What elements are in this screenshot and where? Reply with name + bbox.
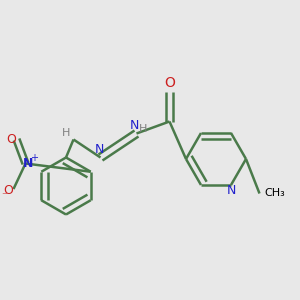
Text: N: N [227, 184, 237, 197]
Text: O: O [3, 184, 13, 197]
Text: N: N [129, 119, 139, 132]
Text: O: O [6, 133, 16, 146]
Text: H: H [139, 124, 147, 134]
Text: ⁻: ⁻ [2, 191, 8, 202]
Text: CH₃: CH₃ [264, 188, 285, 199]
Text: O: O [164, 76, 175, 90]
Text: +: + [30, 153, 38, 163]
Text: H: H [62, 128, 70, 139]
Text: N: N [23, 157, 34, 170]
Text: N: N [94, 143, 104, 156]
